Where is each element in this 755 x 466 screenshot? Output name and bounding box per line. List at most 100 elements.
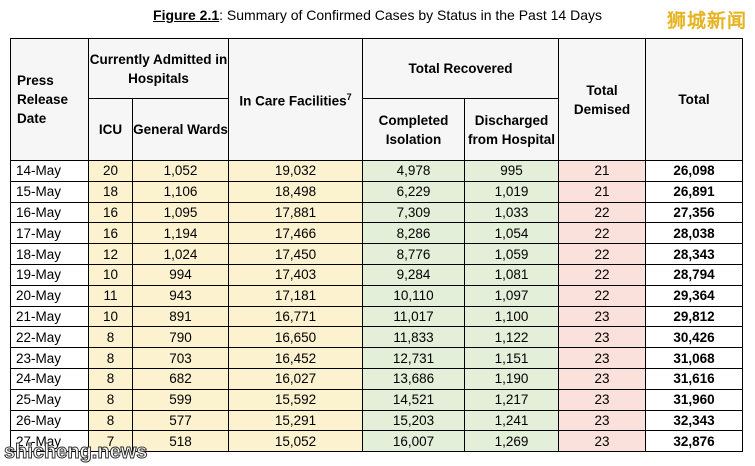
- discharged-cell: 1,269: [463, 430, 560, 453]
- wards-cell: 790: [132, 326, 229, 349]
- wards-cell: 682: [132, 367, 229, 390]
- table-row: 23-May 8 703 16,452 12,731 1,151 23 31,068: [10, 347, 744, 369]
- discharged-cell: 1,151: [463, 347, 560, 369]
- table-row: 14-May 20 1,052 19,032 4,978 995 21 26,098: [10, 160, 744, 182]
- demised-cell: 22: [558, 222, 647, 245]
- table-row: 19-May 10 994 17,403 9,284 1,081 22 28,794: [10, 263, 744, 286]
- date-cell: 26-May: [10, 409, 89, 432]
- date-cell: 17-May: [10, 222, 89, 245]
- care-cell: 16,452: [228, 347, 363, 369]
- wards-cell: 943: [132, 284, 229, 307]
- date-cell: 25-May: [10, 388, 89, 411]
- figure-text: : Summary of Confirmed Cases by Status i…: [219, 7, 602, 23]
- wards-cell: 599: [132, 388, 229, 411]
- care-cell: 15,291: [228, 409, 363, 432]
- total-cell: 29,364: [645, 284, 744, 307]
- isolation-cell: 16,007: [362, 430, 465, 453]
- demised-cell: 21: [558, 180, 647, 203]
- total-cell: 26,891: [645, 180, 744, 203]
- total-cell: 32,876: [645, 430, 744, 453]
- icu-cell: 12: [88, 243, 133, 265]
- header-care-text: In Care Facilities: [239, 93, 347, 109]
- discharged-cell: 1,122: [463, 326, 560, 349]
- demised-cell: 23: [558, 367, 647, 390]
- watermark: shicheng.news: [3, 441, 148, 464]
- isolation-cell: 7,309: [362, 201, 465, 224]
- header-total: Total: [645, 38, 744, 161]
- date-cell: 16-May: [10, 201, 89, 224]
- date-cell: 27-May: [10, 430, 89, 453]
- cases-table: Press Release Date Currently Admitted in…: [10, 38, 744, 453]
- date-cell: 23-May: [10, 347, 89, 369]
- discharged-cell: 1,059: [463, 243, 560, 265]
- demised-cell: 23: [558, 305, 647, 328]
- table-row: 24-May 8 682 16,027 13,686 1,190 23 31,616: [10, 367, 744, 390]
- total-cell: 29,812: [645, 305, 744, 328]
- header-date: Press Release Date: [10, 38, 89, 161]
- discharged-cell: 1,190: [463, 367, 560, 390]
- demised-cell: 22: [558, 201, 647, 224]
- total-cell: 26,098: [645, 160, 744, 182]
- table-row: 20-May 11 943 17,181 10,110 1,097 22 29,364: [10, 284, 744, 307]
- header-isolation: Completed Isolation: [362, 98, 465, 161]
- care-cell: 17,181: [228, 284, 363, 307]
- care-cell: 16,771: [228, 305, 363, 328]
- table-row: 16-May 16 1,095 17,881 7,309 1,033 22 27,356: [10, 201, 744, 224]
- total-cell: 28,794: [645, 263, 744, 286]
- icu-cell: 8: [88, 409, 133, 432]
- discharged-cell: 1,054: [463, 222, 560, 245]
- table-row: 25-May 8 599 15,592 14,521 1,217 23 31,960: [10, 388, 744, 411]
- wards-cell: 703: [132, 347, 229, 369]
- icu-cell: 8: [88, 388, 133, 411]
- discharged-cell: 1,217: [463, 388, 560, 411]
- care-cell: 17,881: [228, 201, 363, 224]
- demised-cell: 22: [558, 243, 647, 265]
- demised-cell: 21: [558, 160, 647, 182]
- isolation-cell: 15,203: [362, 409, 465, 432]
- table-body: 14-May 20 1,052 19,032 4,978 995 21 26,098 15-Ma…: [10, 160, 744, 453]
- wards-cell: 1,024: [132, 243, 229, 265]
- header-hospitals: Currently Admitted in Hospitals: [88, 38, 229, 99]
- table-row: 26-May 8 577 15,291 15,203 1,241 23 32,343: [10, 409, 744, 432]
- demised-cell: 22: [558, 263, 647, 286]
- wards-cell: 994: [132, 263, 229, 286]
- header-recovered: Total Recovered: [361, 38, 560, 99]
- isolation-cell: 11,017: [362, 305, 465, 328]
- isolation-cell: 13,686: [362, 367, 465, 390]
- discharged-cell: 1,019: [463, 180, 560, 203]
- date-cell: 14-May: [10, 160, 89, 182]
- total-cell: 30,426: [645, 326, 744, 349]
- icu-cell: 18: [88, 180, 133, 203]
- isolation-cell: 6,229: [362, 180, 465, 203]
- isolation-cell: 4,978: [362, 160, 465, 182]
- discharged-cell: 1,081: [463, 263, 560, 286]
- icu-cell: 10: [88, 305, 133, 328]
- icu-cell: 8: [88, 367, 133, 390]
- demised-cell: 23: [558, 326, 647, 349]
- total-cell: 28,038: [645, 222, 744, 245]
- figure-title: Figure 2.1: Summary of Confirmed Cases b…: [0, 7, 755, 23]
- demised-cell: 23: [558, 388, 647, 411]
- date-cell: 22-May: [10, 326, 89, 349]
- icu-cell: 8: [88, 347, 133, 369]
- total-cell: 31,068: [645, 347, 744, 369]
- demised-cell: 23: [558, 347, 647, 369]
- watermark: 狮城新闻: [666, 11, 747, 32]
- header-discharged: Discharged from Hospital: [463, 98, 560, 161]
- care-cell: 19,032: [228, 160, 363, 182]
- table-row: 15-May 18 1,106 18,498 6,229 1,019 21 26,891: [10, 180, 744, 203]
- total-cell: 28,343: [645, 243, 744, 265]
- wards-cell: 891: [132, 305, 229, 328]
- isolation-cell: 10,110: [362, 284, 465, 307]
- total-cell: 31,960: [645, 388, 744, 411]
- icu-cell: 7: [88, 430, 133, 453]
- table-row: 17-May 16 1,194 17,466 8,286 1,054 22 28,038: [10, 222, 744, 245]
- icu-cell: 10: [88, 263, 133, 286]
- wards-cell: 1,095: [132, 201, 229, 224]
- icu-cell: 20: [88, 160, 133, 182]
- date-cell: 19-May: [10, 263, 89, 286]
- table-row: 21-May 10 891 16,771 11,017 1,100 23 29,812: [10, 305, 744, 328]
- header-care: In Care Facilities7: [228, 38, 363, 161]
- icu-cell: 8: [88, 326, 133, 349]
- figure-label: Figure 2.1: [153, 7, 220, 23]
